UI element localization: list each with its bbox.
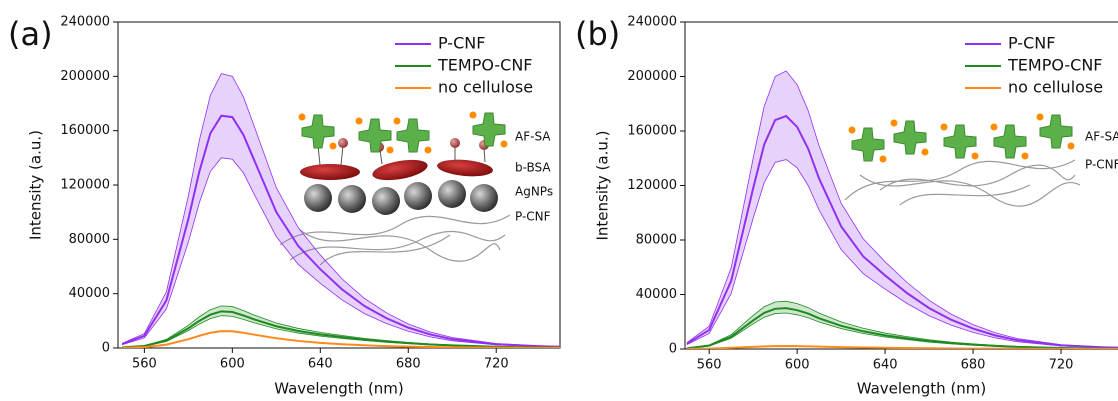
y-tick-label: 240000 (60, 15, 110, 30)
error-band (121, 73, 560, 348)
x-tick-label: 720 (484, 357, 509, 372)
x-tick-label: 640 (873, 358, 898, 373)
panel-label: (b) (575, 15, 620, 53)
y-tick-label: 40000 (636, 287, 677, 302)
panel-label: (a) (8, 15, 53, 53)
legend-label: TEMPO-CNF (437, 56, 533, 75)
inset-schematic-b (844, 113, 1081, 207)
inset-schematic-a (279, 111, 511, 266)
y-tick-label: 80000 (69, 232, 110, 247)
legend-label: no cellulose (438, 78, 533, 97)
x-axis-label: Wavelength (nm) (857, 380, 987, 398)
annotation: AF-SA (1085, 130, 1118, 144)
y-tick-label: 200000 (627, 69, 677, 84)
y-tick-label: 160000 (60, 123, 110, 138)
series-line (122, 114, 560, 348)
y-tick-label: 160000 (627, 124, 677, 139)
y-tick-label: 0 (102, 341, 110, 356)
legend-label: no cellulose (1008, 78, 1103, 97)
y-axis-label: Intensity (a.u.) (594, 131, 612, 241)
x-tick-label: 560 (697, 358, 722, 373)
legend-label: TEMPO-CNF (1007, 56, 1103, 75)
y-tick-label: 240000 (627, 15, 677, 30)
x-axis-label: Wavelength (nm) (274, 380, 404, 398)
x-tick-label: 600 (220, 357, 245, 372)
annotation: P-CNF (515, 210, 551, 224)
annotation: AgNPs (515, 185, 553, 199)
annotation: P-CNF (1085, 158, 1118, 172)
series-line (686, 114, 1118, 349)
y-tick-label: 200000 (60, 69, 110, 84)
series-line (687, 307, 1118, 349)
panel: 0 40000 80000 120000 160000 200000 240000 560 60… (8, 15, 561, 398)
series-line (122, 330, 560, 348)
error-band (686, 70, 1118, 349)
legend-label: P-CNF (1008, 34, 1055, 53)
y-tick-label: 40000 (69, 286, 110, 301)
x-tick-label: 680 (961, 358, 986, 373)
series-line (687, 345, 1118, 349)
x-tick-label: 720 (1049, 358, 1074, 373)
y-axis-label: Intensity (a.u.) (27, 130, 45, 240)
x-tick-label: 560 (132, 357, 157, 372)
annotation: b-BSA (515, 161, 551, 175)
y-tick-label: 0 (669, 342, 677, 357)
y-tick-label: 120000 (627, 178, 677, 193)
legend-label: P-CNF (438, 34, 485, 53)
x-tick-label: 600 (785, 358, 810, 373)
error-band (121, 305, 560, 348)
panel: 0 40000 80000 120000 160000 200000 240000 560 60… (575, 15, 1118, 398)
annotation: AF-SA (515, 130, 551, 144)
error-band (686, 300, 1118, 349)
x-tick-label: 640 (308, 357, 333, 372)
x-tick-label: 680 (396, 357, 421, 372)
y-tick-label: 120000 (60, 178, 110, 193)
y-tick-label: 80000 (636, 233, 677, 248)
series-line (122, 310, 560, 348)
